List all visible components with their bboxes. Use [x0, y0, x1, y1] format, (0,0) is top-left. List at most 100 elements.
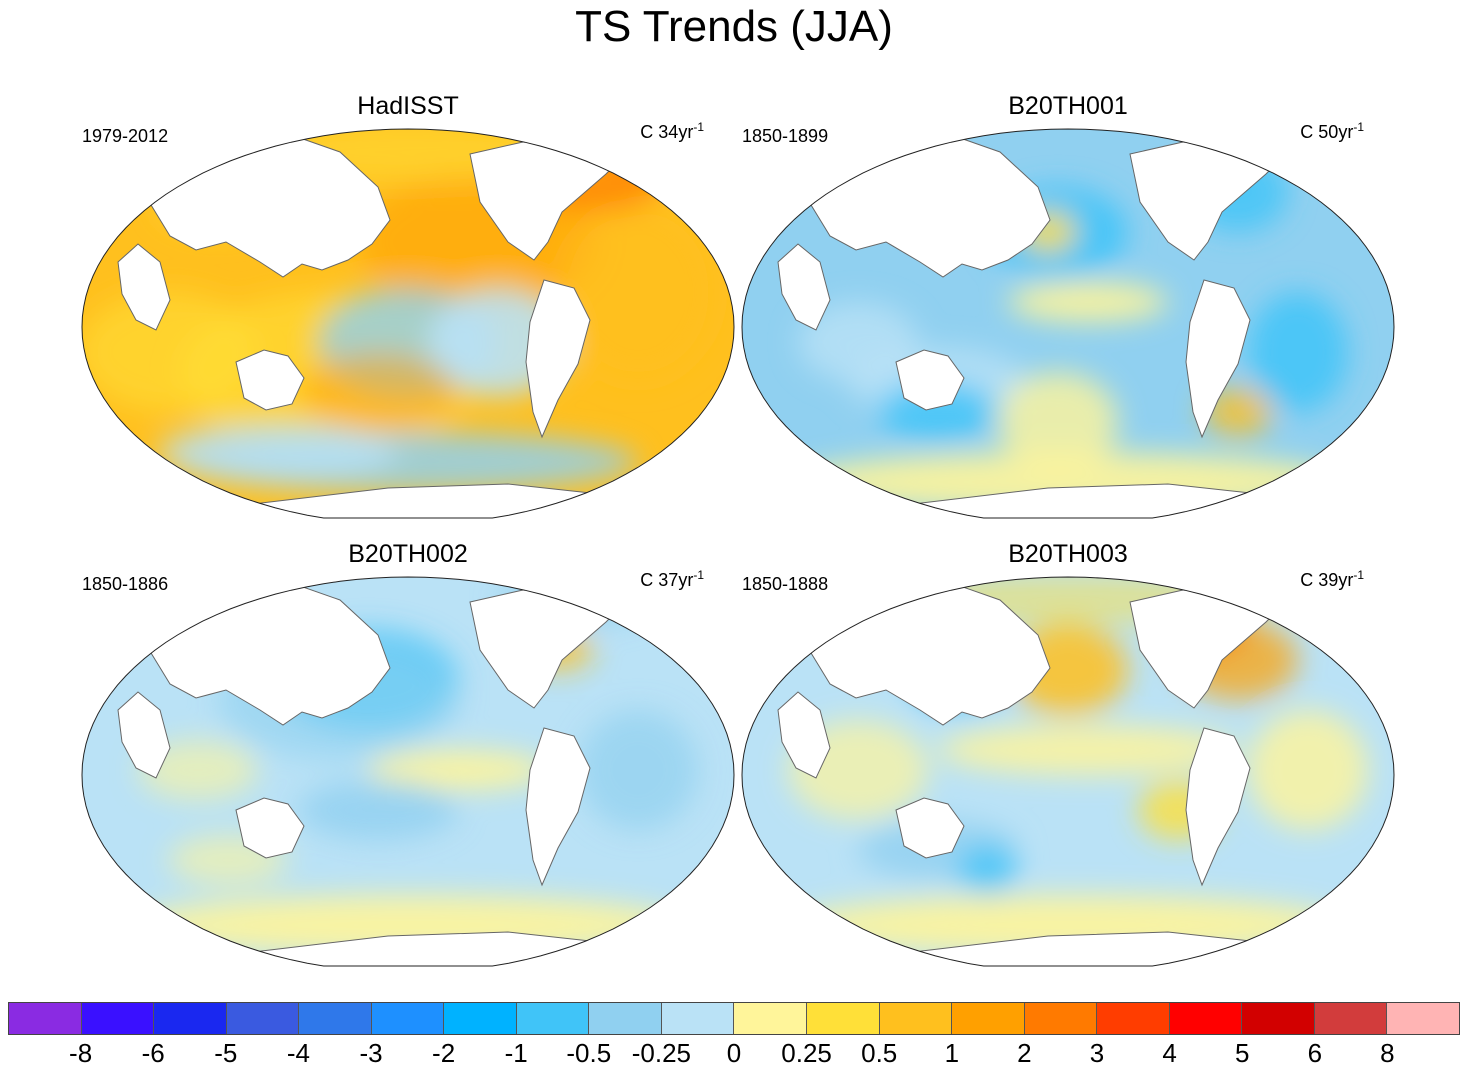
colorbar-swatch [444, 1003, 517, 1034]
colorbar-swatch [9, 1003, 82, 1034]
colorbar-tick-label: 1 [944, 1038, 960, 1068]
landmass [1185, 279, 1251, 439]
colorbar-swatch [589, 1003, 662, 1034]
trend-anomaly [938, 725, 1238, 775]
panel-title: B20TH002 [348, 540, 468, 568]
trend-anomaly [368, 750, 548, 790]
colorbar-tick-label: -3 [359, 1038, 383, 1068]
trend-anomaly [798, 302, 918, 382]
map-panel-hadisst: HadISST 1979-2012 C 34yr-1 [78, 92, 738, 532]
colorbar-swatch [1024, 1003, 1098, 1034]
landmass [117, 243, 171, 331]
map-frame [741, 576, 1395, 967]
landmass [117, 691, 171, 779]
colorbar-swatch [516, 1003, 590, 1034]
trend-anomaly [998, 372, 1118, 472]
map-panel-b20th003: B20TH003 1850-1888 C 39yr-1 [738, 540, 1398, 980]
map-frame [741, 128, 1395, 519]
colorbar-tick-label: 6 [1307, 1038, 1323, 1068]
panel-unit: C 34yr-1 [640, 120, 704, 142]
landmass [777, 243, 831, 331]
landmass [777, 691, 831, 779]
panel-period: 1850-1886 [82, 574, 169, 594]
colorbar-tick-label: 0.25 [781, 1038, 832, 1068]
landmass [235, 797, 305, 859]
colorbar [8, 1002, 1460, 1035]
colorbar-swatch [154, 1003, 227, 1034]
panel-title: B20TH001 [1008, 92, 1128, 120]
map-canvas [741, 128, 1395, 519]
colorbar-tick-label: 4 [1162, 1038, 1177, 1068]
main-title: TS Trends (JJA) [575, 2, 893, 51]
trend-anomaly [1203, 387, 1273, 437]
panel-unit: C 50yr-1 [1300, 120, 1364, 142]
panel-period: 1979-2012 [82, 126, 169, 146]
trend-anomaly [958, 845, 1018, 895]
colorbar-tick-label: -5 [214, 1038, 238, 1068]
panel-title: B20TH003 [1008, 540, 1128, 568]
colorbar-swatch [661, 1003, 735, 1034]
map-frame [81, 576, 735, 967]
trend-anomaly [558, 202, 718, 382]
landmass [1176, 129, 1280, 139]
trend-anomaly [1248, 710, 1368, 830]
colorbar-tick-label: 0.5 [861, 1038, 898, 1068]
colorbar-swatch [734, 1003, 808, 1034]
colorbar-tick-label: -0.25 [631, 1038, 692, 1068]
trend-field [82, 129, 734, 518]
colorbar-tick-label: 2 [1017, 1038, 1032, 1068]
colorbar-swatch [1314, 1003, 1388, 1034]
colorbar-swatch [81, 1003, 155, 1034]
trend-anomaly [1008, 282, 1168, 322]
landmass [516, 129, 620, 139]
landmass [525, 279, 591, 439]
colorbar-swatch [1097, 1003, 1170, 1034]
colorbar-swatch [226, 1003, 300, 1034]
panel-period: 1850-1888 [742, 574, 829, 594]
colorbar-swatch [371, 1003, 445, 1034]
panel-unit: C 39yr-1 [1300, 568, 1364, 590]
trend-anomaly [1248, 292, 1348, 412]
map-panel-b20th002: B20TH002 1850-1886 C 37yr-1 [78, 540, 738, 980]
map-panel-b20th001: B20TH001 1850-1899 C 50yr-1 [738, 92, 1398, 532]
trend-anomaly [158, 422, 398, 482]
trend-field [82, 577, 734, 966]
panel-period: 1850-1899 [742, 126, 829, 146]
colorbar-swatch [1387, 1003, 1459, 1034]
map-canvas [81, 576, 735, 967]
colorbar-tick-label: -6 [141, 1038, 165, 1068]
landmass [235, 349, 305, 411]
landmass [516, 577, 620, 587]
trend-field [742, 577, 1394, 966]
colorbar-tick-label: -2 [432, 1038, 456, 1068]
map-canvas [741, 576, 1395, 967]
colorbar-tick-label: 8 [1380, 1038, 1395, 1068]
colorbar-tick-label: -1 [504, 1038, 528, 1068]
trend-anomaly [578, 710, 698, 830]
colorbar-tick-label: -8 [69, 1038, 93, 1068]
colorbar-tick-label: -0.5 [566, 1038, 612, 1068]
panel-title: HadISST [357, 92, 459, 120]
map-frame [81, 128, 735, 519]
landmass [1176, 577, 1280, 587]
colorbar-swatch [879, 1003, 953, 1034]
trend-anomaly [298, 352, 458, 432]
colorbar-swatch [952, 1003, 1025, 1034]
panel-unit: C 37yr-1 [640, 568, 704, 590]
colorbar-tick-label: -4 [286, 1038, 310, 1068]
trend-anomaly [82, 292, 258, 412]
colorbar-swatch [1242, 1003, 1315, 1034]
landmass [895, 797, 965, 859]
colorbar-tick-label: 3 [1089, 1038, 1105, 1068]
landmass [525, 727, 591, 887]
colorbar-tick-label: 5 [1234, 1038, 1250, 1068]
landmass [895, 349, 965, 411]
map-canvas [81, 128, 735, 519]
trend-anomaly [298, 780, 458, 840]
trend-field [742, 129, 1394, 518]
colorbar-swatch [1169, 1003, 1243, 1034]
colorbar-swatch [299, 1003, 372, 1034]
landmass [1185, 727, 1251, 887]
trend-anomaly [138, 740, 258, 800]
colorbar-swatch [807, 1003, 880, 1034]
